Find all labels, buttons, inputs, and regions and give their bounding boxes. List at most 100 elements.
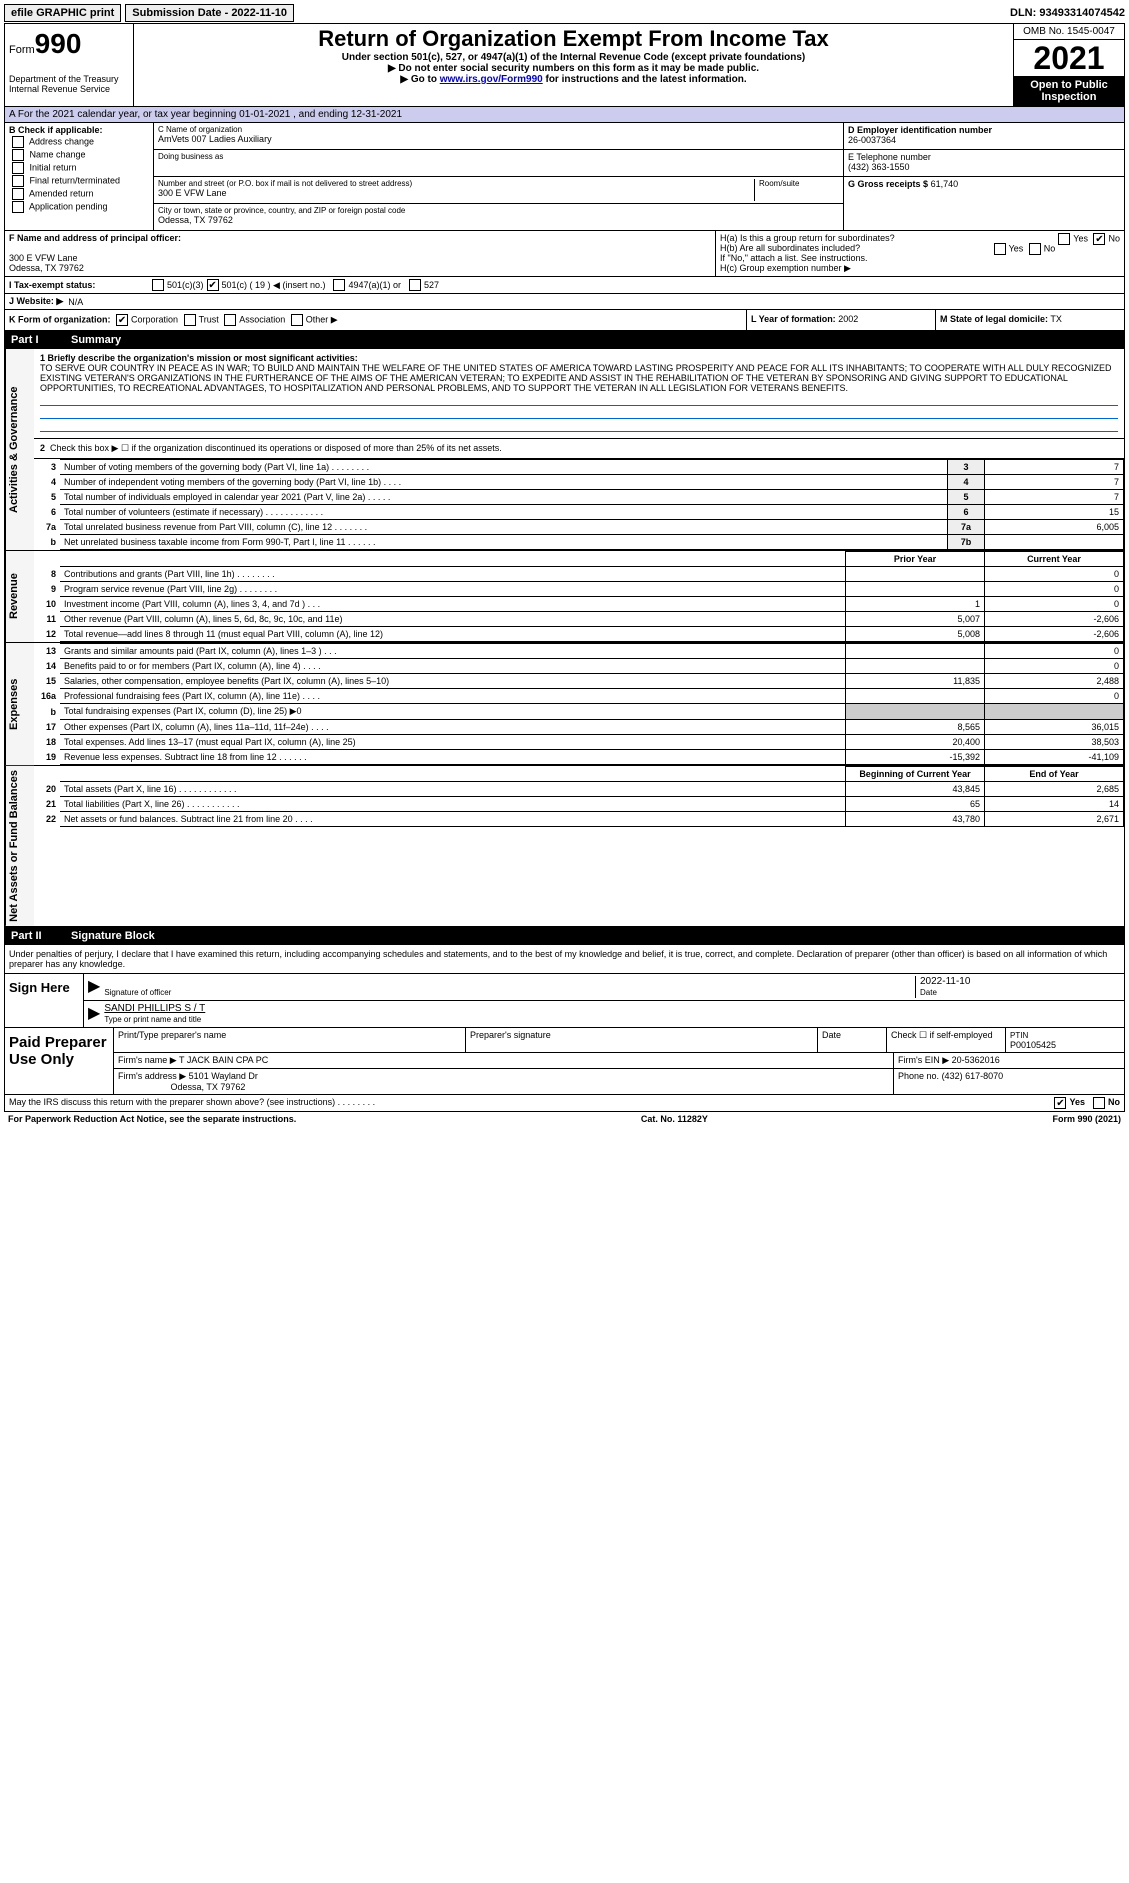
c-label: C Name of organization <box>158 125 839 134</box>
form-header: Form990 Department of the Treasury Inter… <box>4 23 1125 107</box>
h1a-label: H(a) Is this a group return for subordin… <box>720 233 895 243</box>
expenses-table: 13Grants and similar amounts paid (Part … <box>34 643 1124 765</box>
vtab-expenses: Expenses <box>5 643 34 765</box>
subtitle-2: ▶ Do not enter social security numbers o… <box>138 63 1009 74</box>
tax-year: 2021 <box>1014 40 1124 76</box>
form-title: Return of Organization Exempt From Incom… <box>138 26 1009 52</box>
declaration: Under penalties of perjury, I declare th… <box>4 945 1125 974</box>
dln: DLN: 93493314074542 <box>1010 7 1125 19</box>
subtitle-1: Under section 501(c), 527, or 4947(a)(1)… <box>138 52 1009 63</box>
officer-addr2: Odessa, TX 79762 <box>9 263 84 273</box>
omb-number: OMB No. 1545-0047 <box>1014 24 1124 40</box>
blank-line <box>40 395 1118 406</box>
addr-label: Number and street (or P.O. box if mail i… <box>158 179 754 188</box>
colb-item[interactable]: Amended return <box>9 188 149 200</box>
room-label: Room/suite <box>754 179 839 201</box>
sig-label: Signature of officer <box>104 988 171 997</box>
4947-checkbox[interactable] <box>333 279 345 291</box>
h1b-note: If "No," attach a list. See instructions… <box>720 253 1120 263</box>
colb-item[interactable]: Application pending <box>9 201 149 213</box>
colb-item[interactable]: Name change <box>9 149 149 161</box>
h1b-label: H(b) Are all subordinates included? <box>720 243 860 253</box>
ptin-value: P00105425 <box>1010 1040 1056 1050</box>
dept-treasury: Department of the Treasury Internal Reve… <box>9 74 129 94</box>
527-checkbox[interactable] <box>409 279 421 291</box>
self-employed-label: Check ☐ if self-employed <box>887 1028 1006 1052</box>
blank-line <box>40 408 1118 419</box>
topbar: efile GRAPHIC print Submission Date - 20… <box>4 4 1125 22</box>
expenses-block: Expenses 13Grants and similar amounts pa… <box>4 643 1125 766</box>
501c3-checkbox[interactable] <box>152 279 164 291</box>
d-label: D Employer identification number <box>848 125 992 135</box>
state-domicile: TX <box>1050 314 1062 324</box>
org-info-block: B Check if applicable: Address change Na… <box>4 123 1125 231</box>
line2-text: Check this box ▶ ☐ if the organization d… <box>50 443 502 453</box>
h1b-yes[interactable] <box>994 243 1006 255</box>
name-label: Type or print name and title <box>104 1015 201 1024</box>
klm-row: K Form of organization: Corporation Trus… <box>4 310 1125 331</box>
revenue-block: Revenue Prior YearCurrent Year8Contribut… <box>4 551 1125 643</box>
assoc-checkbox[interactable] <box>224 314 236 326</box>
submission-date-btn[interactable]: Submission Date - 2022-11-10 <box>125 4 294 22</box>
preparer-sig-label: Preparer's signature <box>466 1028 818 1052</box>
preparer-date-label: Date <box>818 1028 887 1052</box>
org-address: 300 E VFW Lane <box>158 188 754 198</box>
blank-line <box>40 421 1118 432</box>
gross-receipts: 61,740 <box>931 179 959 189</box>
row-a-tax-year: A For the 2021 calendar year, or tax yea… <box>4 107 1125 123</box>
vtab-net: Net Assets or Fund Balances <box>5 766 34 926</box>
hc-label: H(c) Group exemption number ▶ <box>720 263 1120 274</box>
trust-checkbox[interactable] <box>184 314 196 326</box>
activities-governance: Activities & Governance 1 Briefly descri… <box>4 349 1125 551</box>
arrow-icon: ▶ <box>88 976 104 998</box>
vtab-revenue: Revenue <box>5 551 34 642</box>
website-value: N/A <box>68 297 83 307</box>
e-label: E Telephone number <box>848 152 931 162</box>
discuss-no[interactable] <box>1093 1097 1105 1109</box>
org-city: Odessa, TX 79762 <box>158 215 839 225</box>
discuss-yes[interactable] <box>1054 1097 1066 1109</box>
net-assets-block: Net Assets or Fund Balances Beginning of… <box>4 766 1125 927</box>
firm-phone: (432) 617-8070 <box>942 1071 1004 1081</box>
sign-here: Sign Here ▶ Signature of officer 2022-11… <box>4 974 1125 1028</box>
paid-preparer: Paid Preparer Use Only Print/Type prepar… <box>4 1028 1125 1095</box>
vtab-governance: Activities & Governance <box>5 349 34 550</box>
ein-value: 26-0037364 <box>848 135 896 145</box>
firm-name: T JACK BAIN CPA PC <box>179 1055 268 1065</box>
501c-checkbox[interactable] <box>207 279 219 291</box>
efile-btn[interactable]: efile GRAPHIC print <box>4 4 121 22</box>
date-label: Date <box>920 988 937 997</box>
governance-table: 3Number of voting members of the governi… <box>34 459 1124 550</box>
mission-label: 1 Briefly describe the organization's mi… <box>40 353 358 363</box>
footer: For Paperwork Reduction Act Notice, see … <box>4 1112 1125 1126</box>
colb-item[interactable]: Initial return <box>9 162 149 174</box>
city-label: City or town, state or province, country… <box>158 206 839 215</box>
irs-link[interactable]: www.irs.gov/Form990 <box>440 74 543 85</box>
subtitle-3: ▶ Go to www.irs.gov/Form990 for instruct… <box>138 74 1009 85</box>
corp-checkbox[interactable] <box>116 314 128 326</box>
mission-text: TO SERVE OUR COUNTRY IN PEACE AS IN WAR;… <box>40 363 1112 393</box>
part2-header: Part IISignature Block <box>4 927 1125 945</box>
colb-item[interactable]: Address change <box>9 136 149 148</box>
colb-item[interactable]: Final return/terminated <box>9 175 149 187</box>
preparer-name-label: Print/Type preparer's name <box>114 1028 466 1052</box>
firm-addr1: 5101 Wayland Dr <box>189 1071 258 1081</box>
form-number: Form990 <box>9 28 129 60</box>
other-checkbox[interactable] <box>291 314 303 326</box>
phone-value: (432) 363-1550 <box>848 162 910 172</box>
part1-header: Part ISummary <box>4 331 1125 349</box>
officer-name: SANDI PHILLIPS S / T <box>104 1003 205 1014</box>
arrow-icon: ▶ <box>88 1003 104 1025</box>
h1a-no[interactable] <box>1093 233 1105 245</box>
firm-ein: 20-5362016 <box>952 1055 1000 1065</box>
org-name: AmVets 007 Ladies Auxiliary <box>158 134 839 144</box>
year-formation: 2002 <box>838 314 858 324</box>
row-i: I Tax-exempt status: 501(c)(3) 501(c) ( … <box>4 277 1125 294</box>
h1a-yes[interactable] <box>1058 233 1070 245</box>
f-label: F Name and address of principal officer: <box>9 233 181 243</box>
h1b-no[interactable] <box>1029 243 1041 255</box>
officer-addr1: 300 E VFW Lane <box>9 253 78 263</box>
revenue-table: Prior YearCurrent Year8Contributions and… <box>34 551 1124 642</box>
discuss-row: May the IRS discuss this return with the… <box>4 1095 1125 1112</box>
row-j: J Website: ▶ N/A <box>4 294 1125 310</box>
